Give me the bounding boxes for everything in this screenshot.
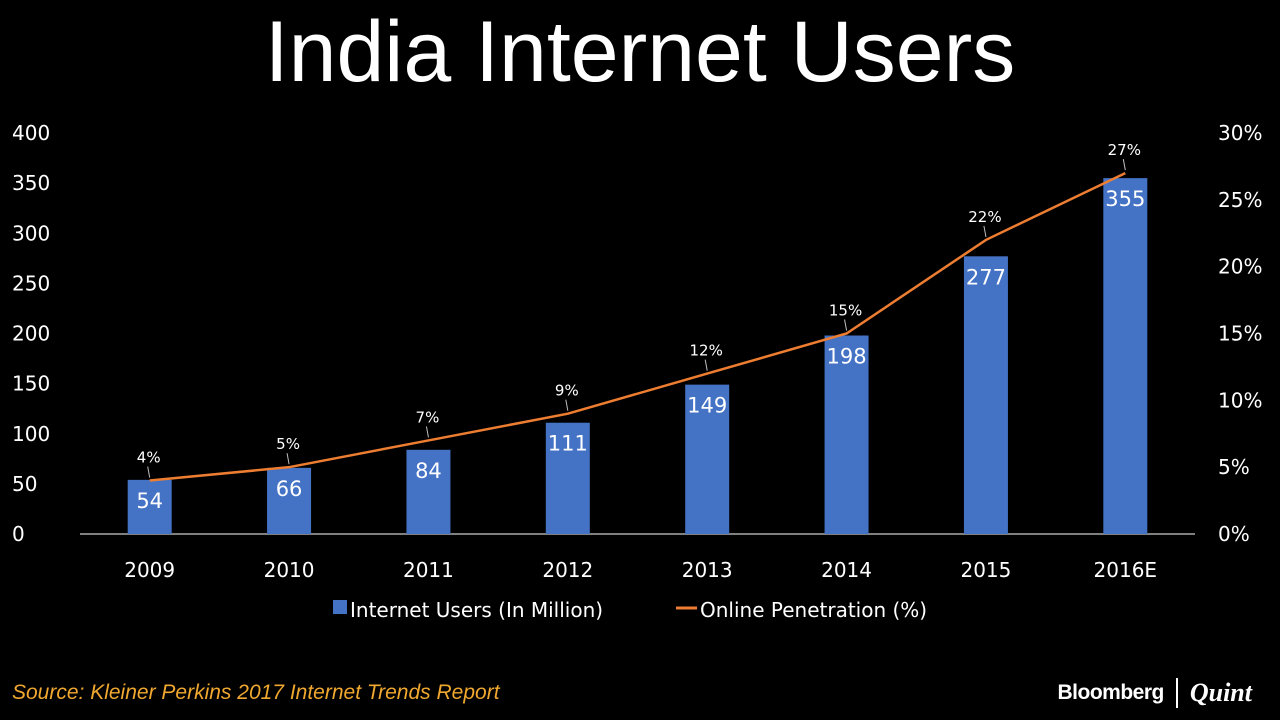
quint-wordmark: Quint <box>1189 678 1252 707</box>
line-value-label: 4% <box>137 449 161 467</box>
line-value-label: 9% <box>555 382 579 400</box>
bar <box>545 422 590 534</box>
left-axis-tick-label: 150 <box>12 372 50 396</box>
x-axis-tick-label: 2011 <box>403 558 454 582</box>
right-axis-tick-label: 30% <box>1218 121 1262 145</box>
line-value-label: 5% <box>276 435 300 453</box>
left-axis-tick-label: 350 <box>12 171 50 195</box>
line-value-label: 22% <box>968 208 1001 226</box>
line-value-label: 12% <box>690 342 723 360</box>
line-value-label: 27% <box>1108 141 1141 159</box>
x-axis-tick-label: 2014 <box>821 558 872 582</box>
line-label-leader <box>1122 159 1126 171</box>
bar-value-label: 84 <box>415 459 442 483</box>
line-value-label: 7% <box>416 408 440 426</box>
bloomberg-wordmark: Bloomberg <box>1057 681 1165 704</box>
penetration-line <box>149 171 1126 482</box>
left-axis-tick-label: 100 <box>12 422 50 446</box>
bar-value-label: 198 <box>827 345 867 369</box>
left-axis-tick-label: 200 <box>12 322 50 346</box>
bar-value-label: 111 <box>548 432 588 456</box>
right-axis-tick-label: 20% <box>1218 255 1262 279</box>
bar <box>406 449 451 534</box>
x-axis-tick-label: 2015 <box>960 558 1011 582</box>
legend: Internet Users (In Million) Online Penet… <box>333 598 927 622</box>
line-label-leader <box>983 225 987 238</box>
right-axis-tick-label: 10% <box>1218 388 1262 412</box>
legend-bar-swatch <box>333 600 347 614</box>
bar <box>824 335 869 534</box>
legend-line-label: Online Penetration (%) <box>700 598 927 622</box>
line-label-leader <box>565 399 569 411</box>
bar-value-label: 355 <box>1105 187 1145 211</box>
bar-value-label: 149 <box>687 394 727 418</box>
x-axis-tick-label: 2013 <box>682 558 733 582</box>
line-label-leader <box>704 359 708 371</box>
line-labels: 4% 5% 7% 9% 12% 15% 22% 27% <box>137 141 1141 478</box>
x-axis-tick-label: 2016E <box>1094 558 1158 582</box>
left-axis-tick-label: 400 <box>12 121 50 145</box>
right-axis-tick-label: 5% <box>1218 455 1250 479</box>
line-label-leader <box>844 319 848 331</box>
bar-value-label: 66 <box>276 477 303 501</box>
bar <box>267 467 312 534</box>
left-axis-tick-label: 0 <box>12 522 25 546</box>
legend-bar-label: Internet Users (In Million) <box>350 598 603 622</box>
line-label-leader <box>147 466 151 478</box>
x-axis-tick-label: 2009 <box>124 558 175 582</box>
bar <box>685 384 730 534</box>
right-axis-tick-label: 0% <box>1218 522 1250 546</box>
bar <box>127 479 172 534</box>
bar-value-label: 54 <box>136 489 163 513</box>
bar-value-label: 277 <box>966 265 1006 289</box>
chart-title: India Internet Users <box>264 4 1016 100</box>
brand-logo: Bloomberg Quint <box>1057 676 1252 710</box>
bar <box>963 256 1008 534</box>
line-value-label: 15% <box>829 302 862 320</box>
bar <box>1103 178 1148 535</box>
right-axis-tick-label: 15% <box>1218 322 1262 346</box>
line-series <box>149 171 1126 482</box>
right-axis-ticks: 0% 5% 10% 15% 20% 25% 30% <box>1218 121 1262 546</box>
left-axis-tick-label: 300 <box>12 221 50 245</box>
x-axis-ticks: 2009 2010 2011 2012 2013 2014 2015 2016E <box>124 558 1157 582</box>
left-axis-ticks: 0 50 100 150 200 250 300 350 400 <box>12 121 50 546</box>
left-axis-tick-label: 50 <box>12 472 37 496</box>
line-label-leader <box>425 426 429 438</box>
left-axis-tick-label: 250 <box>12 271 50 295</box>
x-axis-tick-label: 2010 <box>264 558 315 582</box>
bar-series <box>127 178 1148 535</box>
x-axis-tick-label: 2012 <box>542 558 593 582</box>
brand-divider <box>1175 678 1178 708</box>
right-axis-tick-label: 25% <box>1218 188 1262 212</box>
line-label-leader <box>286 453 290 465</box>
source-note: Source: Kleiner Perkins 2017 Internet Tr… <box>12 681 500 704</box>
bar-labels: 54 66 84 111 149 198 277 355 <box>136 187 1145 513</box>
